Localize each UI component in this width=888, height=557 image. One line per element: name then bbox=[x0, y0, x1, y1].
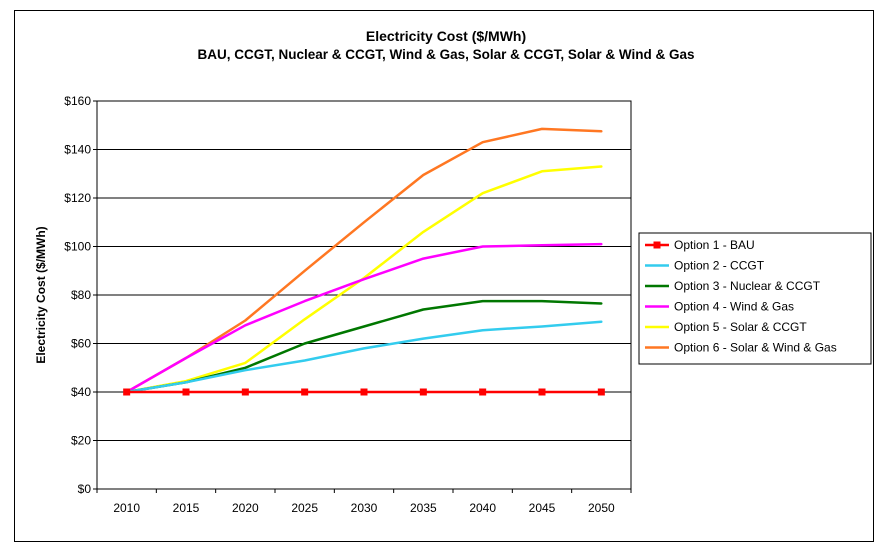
legend: Option 1 - BAU Option 2 - CCGT Option 3 - … bbox=[638, 232, 872, 365]
legend-box bbox=[638, 232, 872, 365]
x-tick-label-2040: 2040 bbox=[469, 501, 496, 515]
x-tick-label-2025: 2025 bbox=[291, 501, 318, 515]
chart-svg: Electricity Cost ($/MWh) BAU, CCGT, Nucl… bbox=[34, 28, 872, 515]
series-1-point bbox=[241, 388, 249, 396]
y-tick-label: $60 bbox=[71, 337, 91, 351]
y-tick-label: $160 bbox=[64, 94, 91, 108]
x-tick-label-2035: 2035 bbox=[410, 501, 437, 515]
legend-label-3: Option 3 - Nuclear & CCGT bbox=[674, 279, 821, 293]
series-1-point bbox=[419, 388, 427, 396]
x-tick-label-2020: 2020 bbox=[232, 501, 259, 515]
series-line-4 bbox=[125, 242, 603, 394]
legend-label-6: Option 6 - Solar & Wind & Gas bbox=[674, 341, 837, 355]
x-tick-label-2010: 2010 bbox=[113, 501, 140, 515]
y-tick-label: $120 bbox=[64, 191, 91, 205]
y-tick-label: $20 bbox=[71, 434, 91, 448]
x-tick-label-2045: 2045 bbox=[529, 501, 556, 515]
chart-title: Electricity Cost ($/MWh) bbox=[366, 28, 526, 44]
legend-label-4: Option 4 - Wind & Gas bbox=[674, 300, 794, 314]
y-tick-label: $100 bbox=[64, 240, 91, 254]
y-tick-label: $140 bbox=[64, 143, 91, 157]
series-1-point bbox=[301, 388, 309, 396]
x-tick-label-2050: 2050 bbox=[588, 501, 615, 515]
series-1-point bbox=[479, 388, 487, 396]
plot-area: $0 $20 $40 $60 $80 $100 $120 $140 $160 2010 2015 20… bbox=[34, 94, 632, 515]
series-1-point bbox=[597, 388, 605, 396]
legend-marker-1 bbox=[653, 241, 661, 249]
plot-border bbox=[96, 100, 632, 490]
x-tick-label-2015: 2015 bbox=[173, 501, 200, 515]
series-line-6 bbox=[125, 127, 603, 394]
y-tick-label: $0 bbox=[78, 482, 92, 496]
y-tick-label: $80 bbox=[71, 288, 91, 302]
series-1-point bbox=[182, 388, 190, 396]
series-line-2 bbox=[125, 320, 603, 394]
chart-subtitle: BAU, CCGT, Nuclear & CCGT, Wind & Gas, S… bbox=[197, 47, 694, 62]
x-tick-label-2030: 2030 bbox=[351, 501, 378, 515]
y-tick-label: $40 bbox=[71, 385, 91, 399]
series-1-point bbox=[123, 388, 131, 396]
legend-label-5: Option 5 - Solar & CCGT bbox=[674, 320, 807, 334]
series-1-point bbox=[538, 388, 546, 396]
y-axis-label: Electricity Cost ($/MWh) bbox=[34, 226, 48, 363]
legend-label-1: Option 1 - BAU bbox=[674, 238, 755, 252]
legend-label-2: Option 2 - CCGT bbox=[674, 259, 765, 273]
series-1-point bbox=[360, 388, 368, 396]
chart-frame: Electricity Cost ($/MWh) BAU, CCGT, Nucl… bbox=[14, 10, 874, 542]
